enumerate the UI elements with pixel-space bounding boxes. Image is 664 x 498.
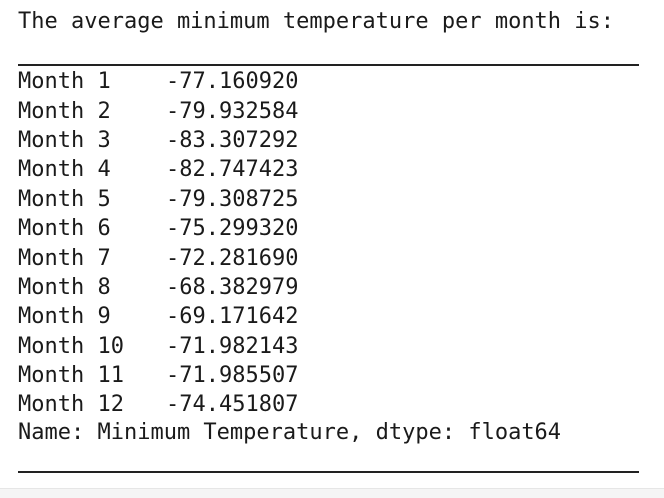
table-row: Month 11 -71.985507 xyxy=(18,361,386,390)
row-label: Month 3 xyxy=(18,127,111,153)
row-value: -82.747423 xyxy=(166,157,299,183)
table-row: Month 9 -69.171642 xyxy=(18,302,386,331)
row-label: Month 7 xyxy=(18,245,111,271)
row-value: -68.382979 xyxy=(166,274,299,300)
row-label: Month 10 xyxy=(18,333,124,359)
row-value: -74.451807 xyxy=(166,392,299,418)
row-label: Month 2 xyxy=(18,98,111,124)
row-value: -77.160920 xyxy=(166,69,299,95)
output-heading: The average minimum temperature per mont… xyxy=(18,9,615,34)
series-footer: Name: Minimum Temperature, dtype: float6… xyxy=(18,420,562,445)
row-label: Month 12 xyxy=(18,392,124,418)
row-label: Month 5 xyxy=(18,186,111,212)
table-row: Month 8 -68.382979 xyxy=(18,273,386,302)
row-value: -79.308725 xyxy=(166,186,299,212)
row-value: -79.932584 xyxy=(166,98,299,124)
table-row: Month 10 -71.982143 xyxy=(18,332,386,361)
row-value: -69.171642 xyxy=(166,304,299,330)
next-cell-edge xyxy=(0,488,664,498)
table-row: Month 12 -74.451807 xyxy=(18,390,386,419)
row-label: Month 4 xyxy=(18,157,111,183)
table-row: Month 7 -72.281690 xyxy=(18,243,386,272)
row-label: Month 9 xyxy=(18,304,111,330)
table-row: Month 6 -75.299320 xyxy=(18,214,386,243)
table-row: Month 3 -83.307292 xyxy=(18,126,386,155)
row-value: -72.281690 xyxy=(166,245,299,271)
row-value: -71.985507 xyxy=(166,363,299,389)
table-row: Month 4 -82.747423 xyxy=(18,155,386,184)
table-row: Month 1 -77.160920 xyxy=(18,67,386,96)
bottom-divider xyxy=(18,471,639,473)
series-table: Month 1 -77.160920 Month 2 -79.932584 Month … xyxy=(18,67,386,420)
row-label: Month 11 xyxy=(18,363,124,389)
row-value: -71.982143 xyxy=(166,333,299,359)
row-label: Month 6 xyxy=(18,216,111,242)
table-row: Month 5 -79.308725 xyxy=(18,185,386,214)
top-divider xyxy=(18,64,639,66)
row-label: Month 8 xyxy=(18,274,111,300)
row-value: -83.307292 xyxy=(166,127,299,153)
row-value: -75.299320 xyxy=(166,216,299,242)
row-label: Month 1 xyxy=(18,69,111,95)
table-row: Month 2 -79.932584 xyxy=(18,96,386,125)
